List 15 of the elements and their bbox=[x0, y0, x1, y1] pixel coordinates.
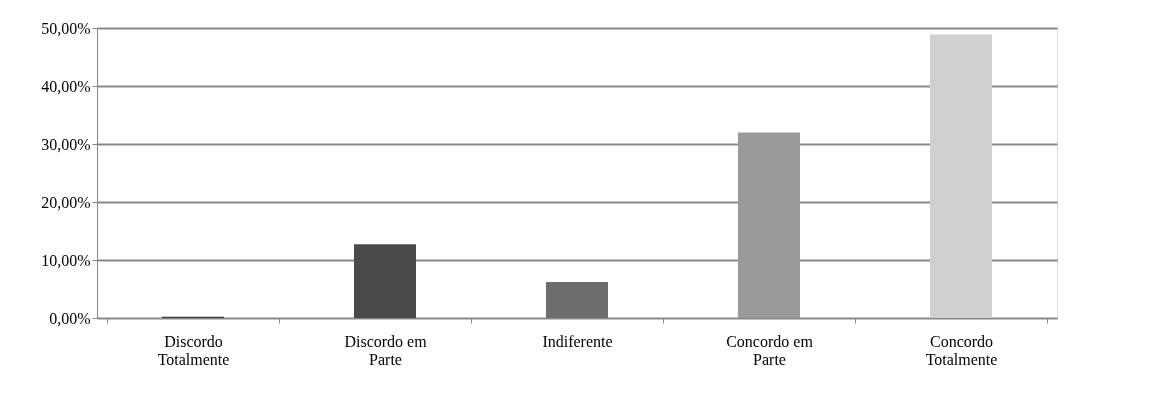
x-tick-label: Indiferente bbox=[542, 332, 613, 350]
x-tick-label: Discordo Totalmente bbox=[157, 332, 230, 368]
x-tick-label: Concordo em Parte bbox=[726, 332, 814, 368]
bar bbox=[738, 132, 800, 318]
bar bbox=[354, 244, 416, 318]
y-tick-label: 20,00% bbox=[41, 193, 91, 211]
y-tick-label: 30,00% bbox=[41, 135, 91, 153]
bar bbox=[930, 34, 992, 318]
y-tick-label: 40,00% bbox=[41, 77, 91, 95]
x-tick-label: Concordo Totalmente bbox=[925, 332, 998, 368]
x-tick-label: Discordo em Parte bbox=[344, 332, 428, 368]
bar bbox=[546, 282, 608, 318]
y-tick-label: 0,00% bbox=[49, 309, 91, 327]
y-tick-label: 50,00% bbox=[41, 19, 91, 37]
y-tick-label: 10,00% bbox=[41, 251, 91, 269]
